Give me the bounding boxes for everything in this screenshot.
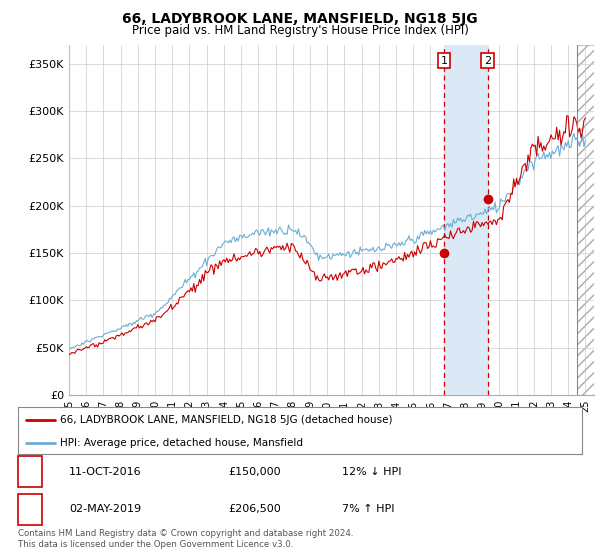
Text: Contains HM Land Registry data © Crown copyright and database right 2024.
This d: Contains HM Land Registry data © Crown c… bbox=[18, 529, 353, 549]
Text: 2: 2 bbox=[484, 55, 491, 66]
Text: £150,000: £150,000 bbox=[228, 467, 281, 477]
Text: 2: 2 bbox=[26, 505, 34, 514]
Bar bbox=[577, 45, 594, 395]
Text: 02-MAY-2019: 02-MAY-2019 bbox=[69, 505, 141, 514]
Text: 1: 1 bbox=[440, 55, 448, 66]
Text: 12% ↓ HPI: 12% ↓ HPI bbox=[342, 467, 401, 477]
Text: 66, LADYBROOK LANE, MANSFIELD, NG18 5JG: 66, LADYBROOK LANE, MANSFIELD, NG18 5JG bbox=[122, 12, 478, 26]
Text: 66, LADYBROOK LANE, MANSFIELD, NG18 5JG (detached house): 66, LADYBROOK LANE, MANSFIELD, NG18 5JG … bbox=[60, 414, 393, 424]
Text: £206,500: £206,500 bbox=[228, 505, 281, 514]
Text: HPI: Average price, detached house, Mansfield: HPI: Average price, detached house, Mans… bbox=[60, 438, 304, 448]
Bar bbox=[577, 45, 594, 395]
Text: 11-OCT-2016: 11-OCT-2016 bbox=[69, 467, 142, 477]
Text: 7% ↑ HPI: 7% ↑ HPI bbox=[342, 505, 395, 514]
Text: Price paid vs. HM Land Registry's House Price Index (HPI): Price paid vs. HM Land Registry's House … bbox=[131, 24, 469, 36]
Bar bbox=[444, 45, 488, 395]
Text: 1: 1 bbox=[26, 467, 34, 477]
